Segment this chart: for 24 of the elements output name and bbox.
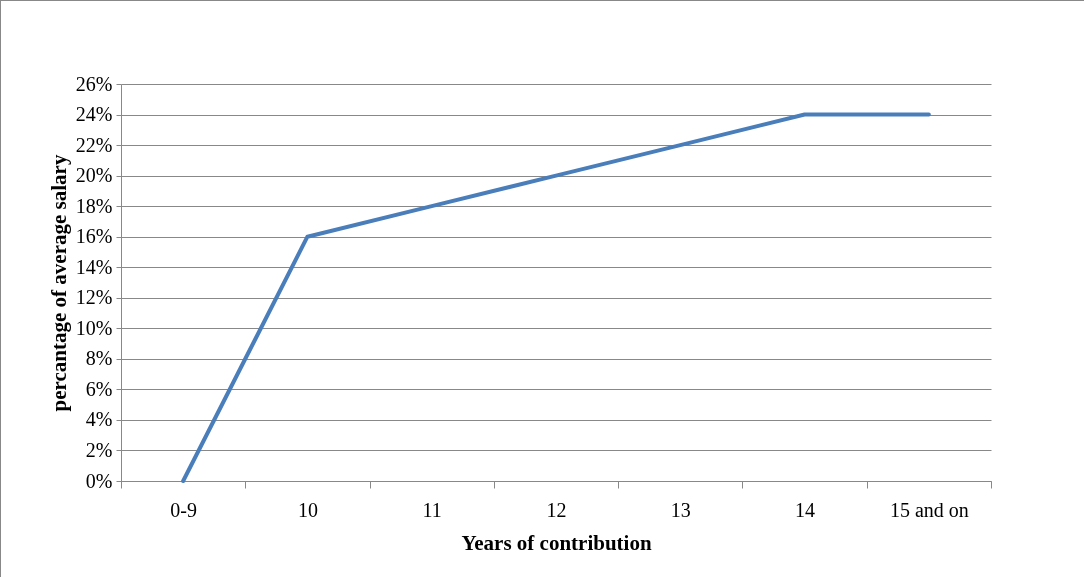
x-tick-label: 12 [546, 498, 567, 521]
x-tick-label: 15 and on [889, 498, 969, 521]
y-tick-label: 16% [75, 225, 113, 248]
y-tick-label: 8% [85, 347, 113, 370]
x-tick-label: 13 [670, 498, 691, 521]
y-axis-title: percantage of average salary [46, 154, 71, 412]
x-axis-title: Years of contribution [461, 530, 652, 555]
y-tick-label: 2% [85, 438, 113, 461]
y-tick-label: 24% [75, 103, 113, 126]
x-tick-label: 11 [422, 498, 442, 521]
line-series [181, 112, 931, 483]
y-tick-label: 14% [75, 255, 113, 278]
y-tick-label: 6% [85, 377, 113, 400]
y-tick-label: 12% [75, 286, 113, 309]
x-tick-label: 10 [297, 498, 318, 521]
y-tick-label: 18% [75, 194, 113, 217]
y-tick-label: 10% [75, 316, 113, 339]
y-tick-label: 4% [85, 408, 113, 431]
x-tick-label: 0-9 [170, 498, 197, 521]
y-tick-label: 26% [75, 72, 113, 95]
y-tick-label: 0% [85, 469, 113, 492]
y-tick-label: 22% [75, 133, 113, 156]
y-tick-label: 20% [75, 164, 113, 187]
x-tick-label: 14 [795, 498, 816, 521]
